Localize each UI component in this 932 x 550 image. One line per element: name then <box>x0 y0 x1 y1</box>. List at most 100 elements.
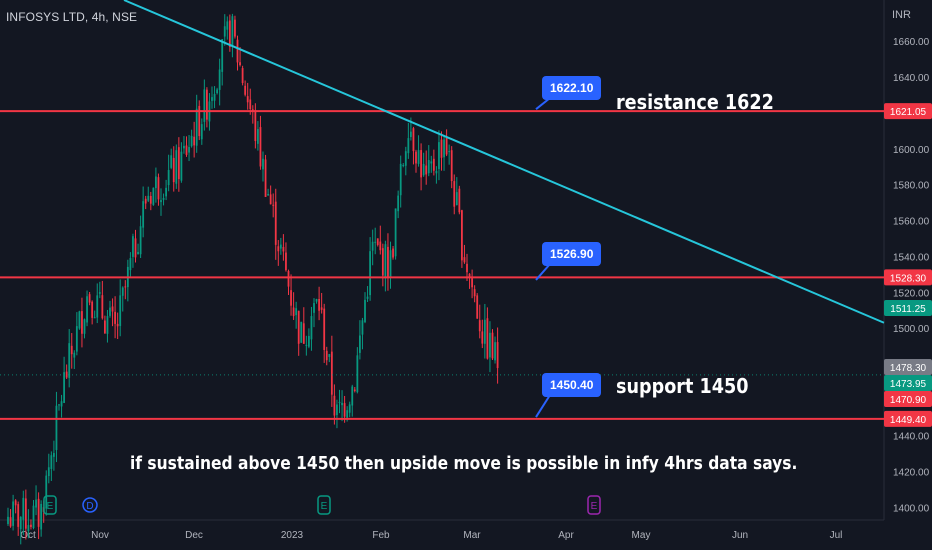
candle-body <box>394 208 397 257</box>
callout-pointer <box>535 263 551 281</box>
candle-body <box>359 335 361 353</box>
candle-body <box>313 303 315 313</box>
candle-body <box>412 128 415 152</box>
candle-body <box>12 501 14 526</box>
candle-body <box>177 147 180 180</box>
candle-body <box>221 39 224 72</box>
candle-body <box>274 201 277 245</box>
candle-body <box>228 20 231 47</box>
candle-body <box>297 310 300 344</box>
y-tick-label: 1580.00 <box>893 181 930 192</box>
candle-body <box>448 151 451 153</box>
candle-body <box>129 258 132 271</box>
candle-body <box>9 517 12 527</box>
y-tick-label: 1600.00 <box>893 145 930 156</box>
candle-body <box>106 316 109 334</box>
candle-body <box>157 177 160 200</box>
candle-body <box>320 307 323 310</box>
candle-body <box>478 320 481 332</box>
candle-body <box>361 320 364 335</box>
candle-body <box>172 157 175 183</box>
candle-body <box>272 204 275 206</box>
candle-body <box>160 200 162 203</box>
candle-body <box>109 307 111 316</box>
resistance-annotation[interactable]: resistance 1622 <box>616 90 774 114</box>
candle-body <box>152 187 155 205</box>
support-annotation[interactable]: support 1450 <box>616 374 749 398</box>
x-tick-label: Mar <box>463 530 481 541</box>
candle-body <box>226 21 229 30</box>
candle-body <box>481 331 484 344</box>
candle-body <box>392 248 394 258</box>
candle-body <box>213 93 216 101</box>
candle-body <box>371 241 374 251</box>
candle-body <box>341 402 343 406</box>
price-badge <box>884 103 932 120</box>
candle-body <box>422 163 425 176</box>
candle-body <box>114 311 116 324</box>
price-callout-support[interactable]: 1450.40 <box>542 373 602 397</box>
candle-body <box>98 292 101 294</box>
candle-body <box>195 108 198 146</box>
candle-body <box>455 192 458 206</box>
symbol-title[interactable]: INFOSYS LTD, 4h, NSE <box>6 10 138 24</box>
price-badge-label: 1470.90 <box>890 395 927 406</box>
candle-body <box>101 295 104 319</box>
candle-body <box>139 226 142 255</box>
candle-body <box>53 453 55 457</box>
callout-pointer <box>535 394 551 418</box>
price-badge <box>884 375 932 392</box>
price-badge-label: 1528.30 <box>890 273 927 284</box>
candle-body <box>231 16 234 47</box>
candle-body <box>206 89 208 120</box>
candle-body <box>63 372 65 403</box>
y-tick-label: 1560.00 <box>893 217 930 228</box>
candle-body <box>93 317 96 319</box>
candle-body <box>81 311 83 334</box>
candle-body <box>338 401 341 403</box>
event-marker-label: E <box>47 501 54 512</box>
candle-body <box>218 69 221 90</box>
candle-body <box>397 195 400 212</box>
price-badge <box>884 269 932 286</box>
candle-body <box>121 287 124 296</box>
candle-body <box>300 321 303 343</box>
candle-body <box>167 170 170 186</box>
candle-body <box>325 350 328 361</box>
candle-body <box>211 97 213 101</box>
candle-body <box>262 158 264 170</box>
candle-body <box>96 295 99 318</box>
candle-body <box>37 498 40 527</box>
candle-body <box>461 210 463 261</box>
candle-body <box>328 353 331 357</box>
candle-body <box>175 150 178 184</box>
candle-body <box>244 85 247 95</box>
candle-body <box>486 318 489 359</box>
x-tick-label: Dec <box>185 530 203 541</box>
candle-body <box>32 505 35 529</box>
candle-body <box>277 246 280 252</box>
candle-body <box>302 323 305 344</box>
candle-body <box>402 165 405 167</box>
currency-label: INR <box>892 9 911 21</box>
price-callout-mid[interactable]: 1526.90 <box>542 242 602 266</box>
price-badge-label: 1449.40 <box>890 415 927 426</box>
candle-body <box>432 158 435 171</box>
candle-body <box>236 39 239 63</box>
candle-body <box>440 139 443 158</box>
x-tick-label: Feb <box>372 530 390 541</box>
candle-body <box>119 295 122 326</box>
y-tick-label: 1440.00 <box>893 432 930 443</box>
candle-body <box>374 241 377 243</box>
candle-body <box>346 410 349 418</box>
candle-body <box>468 273 471 277</box>
candle-body <box>185 145 188 155</box>
analysis-note[interactable]: if sustained above 1450 then upside move… <box>130 453 798 474</box>
candle-body <box>60 401 63 407</box>
candle-body <box>290 290 292 306</box>
event-marker-label: E <box>591 501 598 512</box>
candle-body <box>241 68 244 84</box>
price-callout-resistance[interactable]: 1622.10 <box>542 76 602 100</box>
